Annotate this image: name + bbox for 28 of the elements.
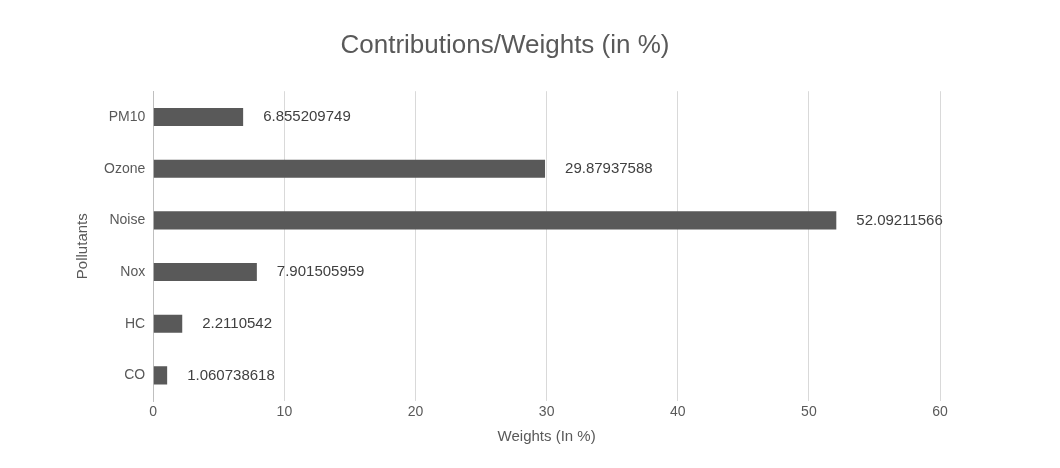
y-tick-label: Ozone (104, 159, 146, 176)
y-tick-label: CO (124, 366, 146, 383)
y-axis-title: Pollutants (73, 213, 91, 280)
x-tick-label: 20 (407, 403, 424, 420)
data-label: 1.060738618 (187, 365, 275, 383)
bar (153, 314, 183, 333)
bar (153, 211, 837, 230)
data-label: 7.901505959 (276, 262, 365, 280)
x-tick-label: 0 (149, 403, 158, 420)
y-tick-label: HC (125, 314, 146, 331)
x-axis-title: Weights (In %) (497, 427, 596, 445)
x-tick-label: 60 (932, 403, 948, 420)
x-tick-label: 10 (276, 403, 293, 420)
y-tick-label: Nox (120, 262, 146, 279)
data-label: 29.87937588 (565, 158, 653, 176)
y-tick-label: Noise (109, 211, 146, 228)
x-tick-label: 50 (801, 403, 817, 420)
data-label: 2.2110542 (202, 313, 273, 331)
x-tick-label: 40 (669, 403, 686, 420)
chart-title: Contributions/Weights (in %) (340, 28, 670, 59)
bar (153, 366, 168, 385)
x-tick-label: 30 (538, 403, 555, 420)
y-tick-label: PM10 (108, 107, 146, 124)
bar (153, 262, 257, 282)
data-label: 52.09211566 (856, 210, 943, 228)
bar (153, 107, 244, 127)
data-label: 6.855209749 (263, 107, 351, 125)
bar (153, 159, 546, 178)
